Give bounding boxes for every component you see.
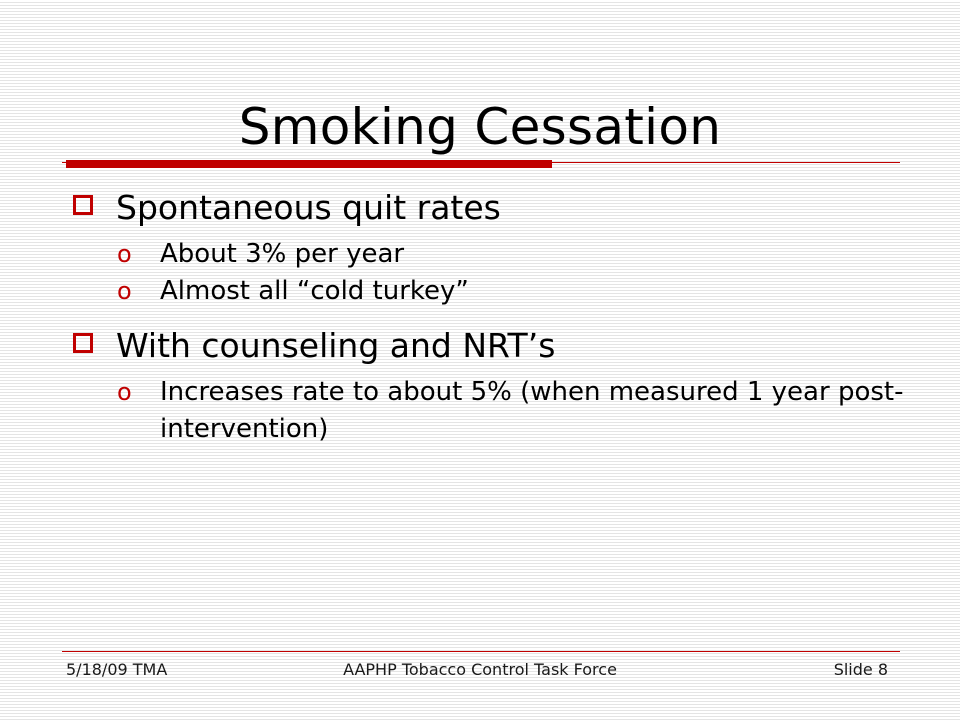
circle-bullet-icon: o	[117, 277, 132, 305]
bullet-text: Spontaneous quit rates	[116, 188, 501, 227]
circle-bullet-icon: o	[117, 240, 132, 268]
footer-date: 5/18/09 TMA	[66, 660, 168, 679]
bullet-spontaneous-quit-rates: Spontaneous quit rates	[0, 180, 960, 236]
footer-slide-number: Slide 8	[833, 660, 888, 679]
spacer	[0, 310, 960, 318]
square-bullet-icon	[73, 333, 93, 353]
bullet-counseling-and-nrt: With counseling and NRT’s	[0, 318, 960, 374]
sub-bullet-cold-turkey: o Almost all “cold turkey”	[0, 273, 920, 310]
slide-body: Spontaneous quit rates o About 3% per ye…	[0, 180, 960, 448]
slide-title: Smoking Cessation	[238, 98, 722, 156]
footer-organization: AAPHP Tobacco Control Task Force	[343, 660, 617, 679]
square-bullet-icon	[73, 195, 93, 215]
sub-bullet-text: Increases rate to about 5% (when measure…	[160, 377, 904, 444]
title-underline-thick	[66, 160, 552, 168]
circle-bullet-icon: o	[117, 378, 132, 406]
sub-bullet-text: About 3% per year	[160, 239, 405, 269]
sub-bullet-about-3-percent: o About 3% per year	[0, 236, 920, 273]
sub-bullet-text: Almost all “cold turkey”	[160, 276, 469, 306]
sub-bullet-increases-rate: o Increases rate to about 5% (when measu…	[0, 374, 920, 448]
bullet-text: With counseling and NRT’s	[116, 326, 556, 365]
footer-divider	[62, 651, 900, 652]
